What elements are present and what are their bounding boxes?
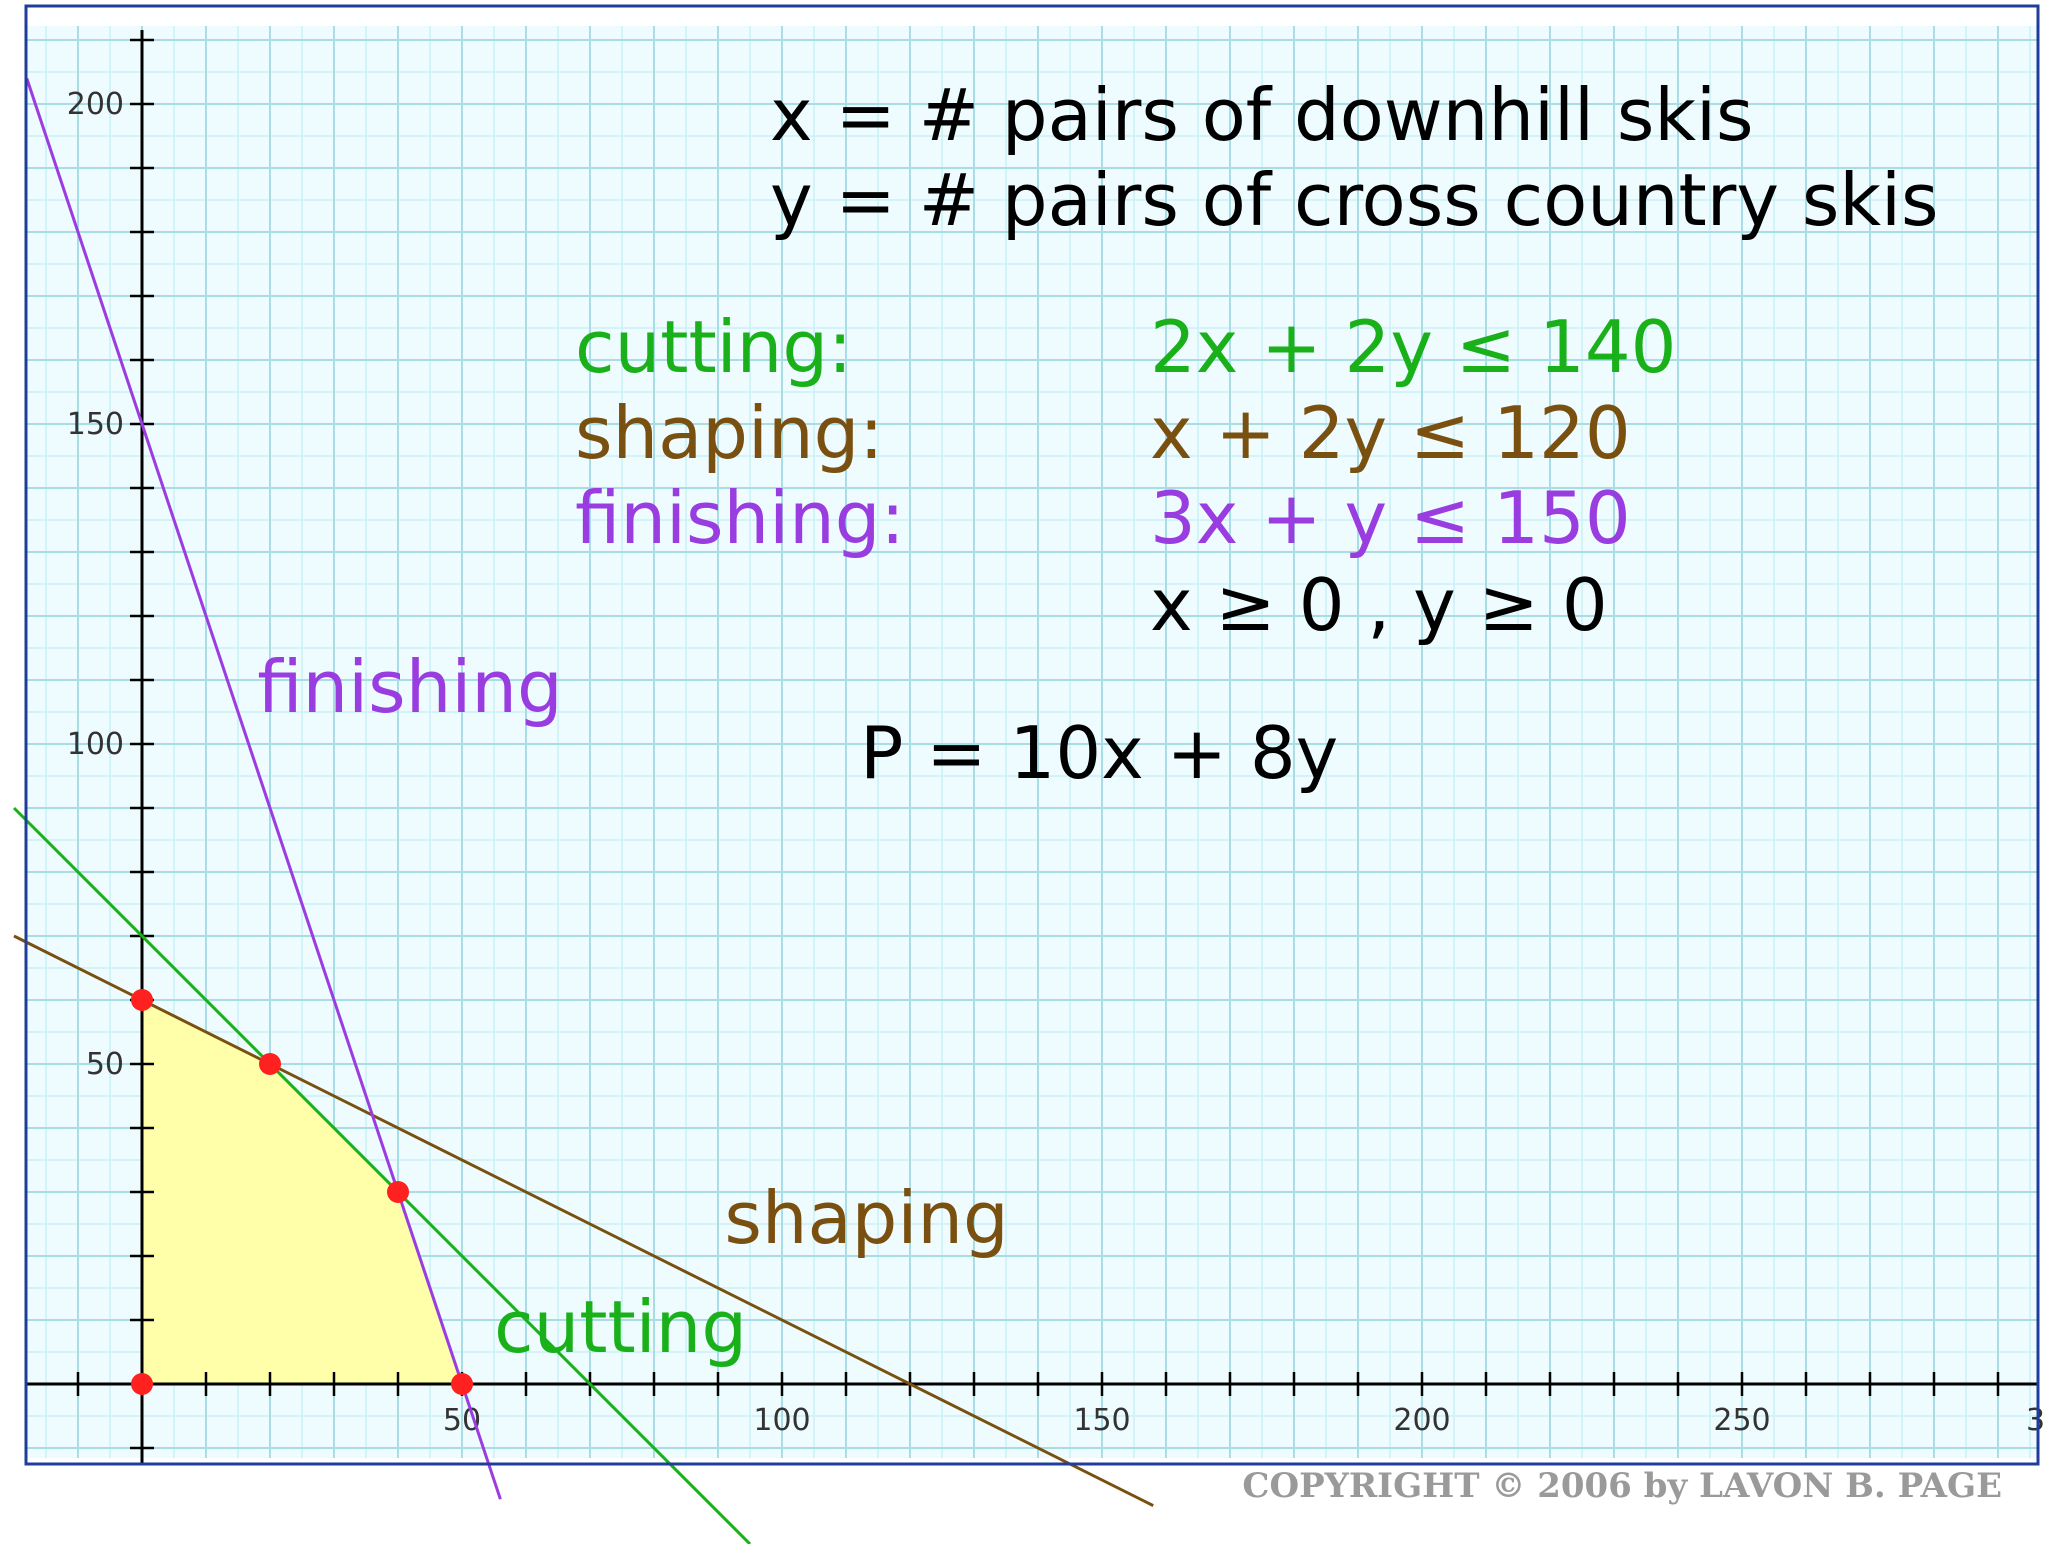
line-label-shaping: shaping [724, 1176, 1008, 1260]
feasible-region [142, 1000, 462, 1384]
x-tick-label: 100 [753, 1403, 810, 1438]
definition-x: x = # pairs of downhill skis [770, 73, 1754, 157]
line-label-cutting: cutting [494, 1285, 747, 1369]
corner-point [451, 1373, 473, 1395]
y-tick-label: 100 [67, 727, 124, 762]
constraint-finishing-name: finishing: [575, 476, 905, 560]
definition-y: y = # pairs of cross country skis [770, 158, 1939, 242]
y-tick-label: 200 [67, 87, 124, 122]
plot-frame [24, 4, 2040, 1466]
constraint-cutting-name: cutting: [575, 305, 852, 389]
corner-point [259, 1053, 281, 1075]
constraint-finishing-expr: 3x + y ≤ 150 [1150, 476, 1631, 560]
constraint-nonneg-expr: x ≥ 0 , y ≥ 0 [1150, 563, 1608, 647]
constraint-shaping-expr: x + 2y ≤ 120 [1150, 391, 1631, 475]
x-tick-label: 150 [1073, 1403, 1130, 1438]
corner-point [387, 1181, 409, 1203]
constraint-line-finishing [25, 77, 502, 1500]
objective-function: P = 10x + 8y [860, 711, 1338, 795]
copyright-notice: COPYRIGHT © 2006 by LAVON B. PAGE [1242, 1466, 2002, 1506]
constraint-shaping-name: shaping: [575, 391, 884, 475]
y-tick-label: 150 [67, 407, 124, 442]
constraint-line-cutting [12, 806, 752, 1546]
x-tick-label-partial: 3 [2026, 1403, 2045, 1438]
corner-point [131, 1373, 153, 1395]
constraint-cutting-expr: 2x + 2y ≤ 140 [1150, 305, 1676, 389]
corner-point [131, 989, 153, 1011]
y-tick-label: 50 [86, 1047, 124, 1082]
constraint-line-shaping [13, 934, 1154, 1507]
line-label-finishing: finishing [257, 645, 562, 729]
x-tick-label: 250 [1713, 1403, 1770, 1438]
x-tick-label: 200 [1393, 1403, 1450, 1438]
